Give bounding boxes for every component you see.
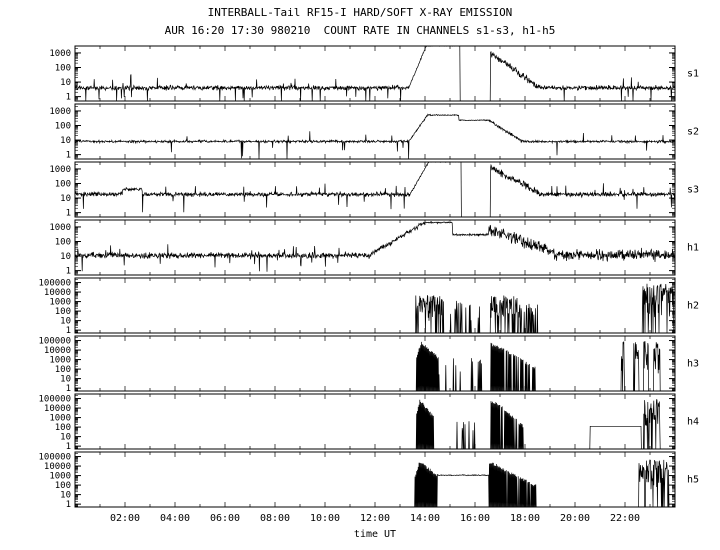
svg-text:s1: s1	[687, 69, 699, 80]
svg-text:h3: h3	[687, 359, 699, 370]
svg-text:100: 100	[55, 365, 71, 375]
svg-text:1000: 1000	[49, 414, 71, 424]
svg-text:10: 10	[60, 252, 71, 262]
svg-text:100000: 100000	[38, 279, 71, 289]
svg-text:10000: 10000	[44, 404, 71, 414]
svg-text:1000: 1000	[49, 165, 71, 175]
svg-text:100: 100	[55, 64, 71, 74]
svg-text:h4: h4	[687, 417, 699, 428]
svg-text:1: 1	[66, 442, 71, 452]
svg-text:1000: 1000	[49, 223, 71, 233]
svg-text:100000: 100000	[38, 395, 71, 405]
svg-text:h5: h5	[687, 475, 699, 486]
svg-text:10: 10	[60, 317, 71, 327]
svg-text:10: 10	[60, 194, 71, 204]
svg-text:h2: h2	[687, 301, 699, 312]
svg-text:1: 1	[66, 151, 71, 161]
svg-text:20:00: 20:00	[560, 513, 590, 524]
svg-text:12:00: 12:00	[360, 513, 390, 524]
svg-text:100000: 100000	[38, 337, 71, 347]
svg-text:10: 10	[60, 375, 71, 385]
chart-subtitle: AUR 16:20 17:30 980210 COUNT RATE IN CHA…	[164, 24, 556, 37]
svg-text:10000: 10000	[44, 346, 71, 356]
svg-text:1000: 1000	[49, 472, 71, 482]
x-axis-label: time UT	[353, 529, 397, 540]
svg-text:04:00: 04:00	[160, 513, 190, 524]
svg-text:100: 100	[55, 122, 71, 132]
svg-text:100: 100	[55, 238, 71, 248]
svg-text:1: 1	[66, 384, 71, 394]
svg-text:1: 1	[66, 500, 71, 510]
svg-text:100000: 100000	[38, 453, 71, 463]
svg-text:16:00: 16:00	[460, 513, 490, 524]
svg-text:10: 10	[60, 136, 71, 146]
svg-text:1000: 1000	[49, 49, 71, 59]
svg-text:h1: h1	[687, 243, 699, 254]
svg-text:s3: s3	[687, 185, 699, 196]
svg-text:10: 10	[60, 433, 71, 443]
svg-text:100: 100	[55, 423, 71, 433]
svg-text:06:00: 06:00	[210, 513, 240, 524]
svg-text:100: 100	[55, 307, 71, 317]
chart-title: INTERBALL-Tail RF15-I HARD/SOFT X-RAY EM…	[207, 6, 513, 19]
svg-text:14:00: 14:00	[410, 513, 440, 524]
svg-text:100: 100	[55, 180, 71, 190]
svg-text:08:00: 08:00	[260, 513, 290, 524]
svg-text:10:00: 10:00	[310, 513, 340, 524]
svg-text:1000: 1000	[49, 298, 71, 308]
svg-text:02:00: 02:00	[110, 513, 140, 524]
svg-text:1000: 1000	[49, 356, 71, 366]
svg-text:1: 1	[66, 267, 71, 277]
svg-text:1: 1	[66, 326, 71, 336]
svg-text:100: 100	[55, 481, 71, 491]
svg-text:10: 10	[60, 78, 71, 88]
svg-text:10000: 10000	[44, 288, 71, 298]
svg-text:10: 10	[60, 491, 71, 501]
svg-text:1: 1	[66, 93, 71, 103]
svg-text:1000: 1000	[49, 107, 71, 117]
svg-text:22:00: 22:00	[610, 513, 640, 524]
svg-text:s2: s2	[687, 127, 699, 138]
svg-text:10000: 10000	[44, 462, 71, 472]
svg-text:1: 1	[66, 209, 71, 219]
svg-text:18:00: 18:00	[510, 513, 540, 524]
